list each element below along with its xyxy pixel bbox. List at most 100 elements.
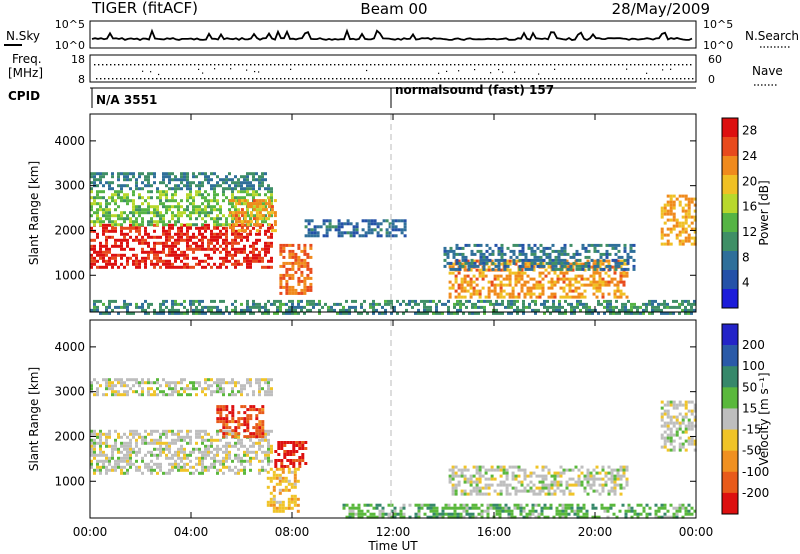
echo-cell: [573, 305, 576, 309]
echo-cell: [135, 256, 138, 260]
y-tick-label: 4000: [54, 134, 85, 148]
echo-cell: [246, 447, 249, 451]
echo-cell: [660, 215, 664, 219]
echo-cell: [369, 305, 372, 309]
echo-cell: [604, 474, 608, 478]
echo-cell: [466, 468, 470, 472]
echo-cell: [174, 265, 177, 269]
echo-cell: [204, 447, 207, 451]
echo-cell: [246, 299, 249, 303]
echo-cell: [289, 462, 293, 465]
echo-cell: [162, 450, 165, 454]
echo-cell: [464, 261, 468, 265]
echo-cell: [141, 187, 144, 191]
echo-cell: [129, 199, 132, 203]
echo-cell: [474, 302, 477, 306]
echo-cell: [626, 258, 630, 262]
echo-cell: [144, 226, 147, 230]
echo-cell: [684, 299, 687, 303]
echo-cell: [246, 256, 249, 260]
echo-cell: [507, 512, 511, 516]
echo-cell: [234, 199, 237, 203]
echo-cell: [351, 506, 355, 510]
echo-cell: [595, 286, 599, 290]
echo-cell: [231, 187, 234, 191]
echo-cell: [563, 252, 567, 256]
echo-cell: [345, 311, 348, 315]
echo-cell: [255, 450, 258, 454]
echo-cell: [507, 299, 510, 303]
echo-cell: [210, 178, 213, 182]
freq-dot: [386, 64, 388, 66]
echo-cell: [177, 450, 180, 454]
echo-cell: [274, 450, 278, 453]
echo-cell: [278, 479, 282, 483]
echo-cell: [455, 243, 459, 247]
echo-cell: [216, 241, 219, 245]
freq-dot: [370, 64, 372, 66]
echo-cell: [246, 417, 250, 421]
echo-cell: [484, 492, 488, 496]
echo-cell: [255, 429, 259, 433]
echo-cell: [180, 465, 183, 469]
echo-cell: [267, 438, 270, 442]
echo-cell: [126, 184, 129, 188]
echo-cell: [309, 308, 312, 312]
echo-cell: [505, 477, 509, 481]
nave-dot: [420, 78, 422, 80]
echo-cell: [234, 175, 237, 179]
echo-cell: [669, 433, 673, 437]
echo-cell: [681, 415, 685, 419]
echo-cell: [96, 232, 99, 236]
echo-cell: [541, 468, 545, 472]
echo-cell: [471, 305, 474, 309]
echo-cell: [607, 274, 611, 278]
echo-cell: [159, 196, 162, 200]
echo-cell: [463, 489, 467, 493]
echo-cell: [287, 470, 291, 474]
echo-cell: [141, 435, 144, 439]
echo-cell: [177, 187, 180, 191]
echo-cell: [616, 468, 620, 472]
echo-cell: [135, 220, 138, 224]
nave-dot: [424, 78, 426, 80]
echo-cell: [207, 175, 210, 179]
echo-cell: [669, 436, 673, 440]
echo-cell: [195, 184, 198, 188]
echo-cell: [468, 512, 472, 516]
echo-cell: [291, 252, 295, 256]
echo-cell: [123, 265, 126, 269]
echo-cell: [272, 509, 276, 513]
echo-cell: [93, 447, 96, 451]
echo-cell: [216, 217, 219, 221]
echo-cell: [138, 432, 141, 436]
echo-cell: [198, 456, 201, 460]
echo-cell: [687, 436, 691, 440]
echo-cell: [290, 482, 294, 486]
echo-cell: [669, 442, 673, 446]
echo-cell: [126, 226, 129, 230]
echo-cell: [135, 226, 138, 230]
echo-cell: [663, 421, 667, 425]
echo-cell: [472, 474, 476, 478]
echo-cell: [216, 235, 219, 239]
echo-cell: [499, 280, 503, 284]
freq-dot: [254, 64, 256, 66]
echo-cell: [462, 503, 466, 507]
echo-cell: [177, 205, 180, 209]
freq-dot: [394, 64, 396, 66]
echo-cell: [108, 202, 111, 206]
echo-cell: [337, 225, 341, 229]
echo-cell: [501, 506, 505, 510]
echo-cell: [275, 509, 279, 513]
echo-cell: [180, 387, 183, 391]
echo-cell: [487, 268, 491, 272]
echo-cell: [258, 229, 261, 233]
echo-cell: [544, 465, 548, 469]
echo-cell: [216, 408, 220, 412]
echo-cell: [669, 206, 673, 210]
echo-cell: [171, 172, 174, 176]
echo-cell: [366, 515, 370, 519]
echo-cell: [147, 235, 150, 239]
echo-cell: [593, 267, 597, 271]
